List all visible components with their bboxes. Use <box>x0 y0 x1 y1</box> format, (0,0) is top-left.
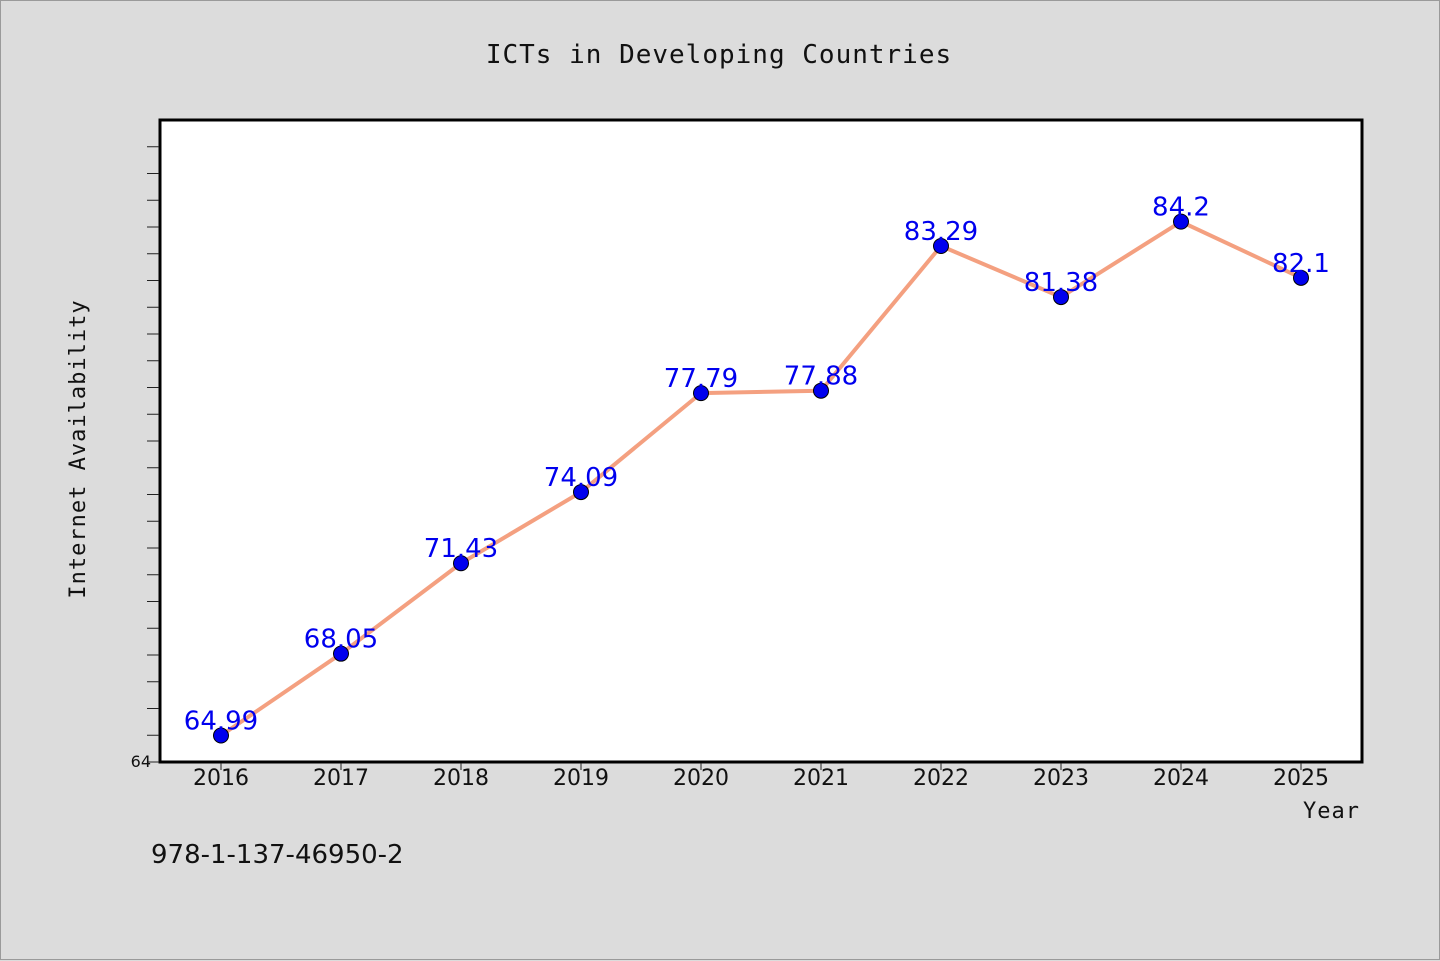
x-tick-label: 2019 <box>553 766 609 791</box>
data-point <box>453 555 469 572</box>
data-label: 84.2 <box>1152 193 1210 223</box>
data-label: 83.29 <box>904 217 978 247</box>
x-tick-label: 2024 <box>1153 766 1209 791</box>
y-tick-label: 64 <box>131 752 151 771</box>
x-tick-label: 2023 <box>1033 766 1089 791</box>
data-point <box>333 645 349 662</box>
x-axis-label: Year <box>1303 799 1360 824</box>
data-label: 82.1 <box>1272 249 1330 279</box>
x-tick-label: 2021 <box>793 766 849 791</box>
data-label: 81.38 <box>1024 268 1098 298</box>
data-label: 74.09 <box>544 463 618 493</box>
data-point <box>933 237 949 254</box>
data-point <box>1293 269 1309 286</box>
data-label: 71.43 <box>424 534 498 564</box>
series-layer: 64.99 68.05 71.43 74.09 77.79 77.88 83.29 81.38… <box>184 193 1330 744</box>
x-axis-ticks: 2016 2017 2018 2019 2020 2021 2022 2023 2024 2025 <box>193 763 1329 791</box>
data-point <box>1053 289 1069 306</box>
data-point <box>693 385 709 402</box>
y-axis-label: Internet Availability <box>66 299 91 598</box>
series-line <box>219 219 1303 738</box>
x-tick-label: 2020 <box>673 766 729 791</box>
data-point <box>573 484 589 501</box>
x-tick-label: 2025 <box>1273 766 1329 791</box>
data-label: 77.88 <box>784 362 858 392</box>
data-point <box>1173 213 1189 230</box>
data-label: 68.05 <box>304 625 378 655</box>
x-tick-label: 2022 <box>913 766 969 791</box>
data-label: 77.79 <box>664 364 738 394</box>
y-axis-ticks <box>147 146 159 763</box>
x-tick-label: 2017 <box>313 766 369 791</box>
data-point <box>213 727 229 744</box>
x-tick-label: 2018 <box>433 766 489 791</box>
plot-area <box>158 118 1364 764</box>
x-tick-label: 2016 <box>193 766 249 791</box>
isbn-label: 978-1-137-46950-2 <box>151 840 404 870</box>
data-point <box>813 382 829 399</box>
chart-title: ICTs in Developing Countries <box>486 40 952 70</box>
data-label: 64.99 <box>184 707 258 737</box>
